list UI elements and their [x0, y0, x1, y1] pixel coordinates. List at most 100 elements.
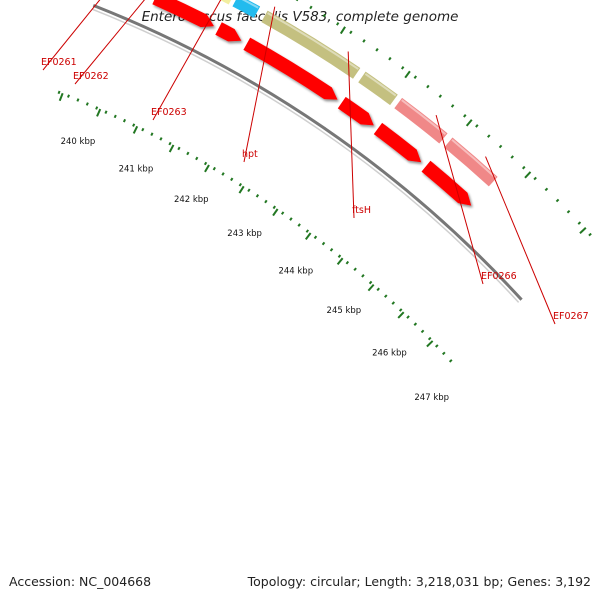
inner-major-tick [168, 144, 175, 153]
genome-title: Enterococcus faecalis V583, complete gen… [141, 9, 459, 25]
inner-tick [150, 132, 154, 136]
outer-tick [362, 39, 366, 43]
inner-tick [353, 267, 357, 272]
ruler-label: 244 kbp [278, 266, 313, 276]
outer-tick [295, 0, 299, 2]
minor-ticks [57, 0, 592, 363]
outer-tick [413, 75, 418, 79]
outer-tick [400, 66, 405, 70]
outer-tick [463, 114, 467, 118]
outer-tick [521, 165, 526, 170]
gene-label-leader [74, 0, 145, 85]
inner-tick [76, 98, 80, 102]
gene-hpt [232, 0, 261, 18]
inner-tick [203, 161, 208, 166]
cds-arrow [215, 22, 242, 42]
inner-tick [406, 315, 410, 319]
inner-tick [186, 151, 190, 156]
inner-tick [238, 182, 242, 187]
gene-label-ef0266: EF0266 [481, 271, 517, 282]
outer-tick [498, 144, 503, 149]
gene-ef0267 [394, 97, 448, 144]
ruler-label: 243 kbp [227, 229, 262, 239]
inner-tick [141, 127, 145, 132]
accession-text: Accession: NC_004668 [9, 574, 152, 589]
outer-tick [322, 13, 326, 18]
outer-tick [375, 47, 379, 52]
inner-tick [195, 156, 199, 161]
inner-tick [289, 217, 293, 221]
inner-tick [57, 90, 61, 95]
inner-tick [384, 294, 388, 298]
gene-layer [219, 0, 498, 187]
inner-tick [313, 235, 318, 240]
inner-tick [221, 172, 225, 176]
inner-tick [168, 141, 172, 146]
inner-tick [264, 199, 268, 204]
inner-tick [305, 229, 310, 233]
inner-tick [337, 254, 342, 259]
inner-major-tick [426, 340, 434, 348]
outer-major-tick [465, 119, 473, 127]
inner-tick [255, 194, 260, 198]
gene-label-ef0263: EF0263 [151, 107, 187, 118]
topology-text: Topology: circular; Length: 3,218,031 bp… [247, 574, 591, 589]
gene-ef0263 [219, 0, 232, 5]
outer-tick [533, 176, 537, 181]
gene-label-leader [42, 0, 101, 71]
inner-tick [329, 248, 334, 252]
outer-tick [544, 187, 549, 192]
gene-labels: EF0261 EF0262 EF0263 hpt ftsH EF0266 EF0267 [41, 0, 589, 325]
outer-tick [426, 84, 430, 89]
inner-tick [361, 274, 365, 278]
gene-label-leader [347, 51, 355, 219]
cds-arrow [421, 160, 472, 206]
inner-tick [272, 205, 276, 210]
inner-tick [420, 329, 425, 334]
inner-tick [427, 336, 432, 341]
ruler: 240 kbp 241 kbp 242 kbp 243 kbp 244 kbp 245 k… [61, 137, 449, 403]
inner-major-tick [367, 283, 375, 292]
inner-tick [95, 106, 99, 110]
gene-ftsh [261, 10, 361, 79]
inner-major-tick [96, 108, 102, 117]
outer-tick [487, 134, 491, 138]
inner-tick [230, 177, 234, 182]
inner-tick [398, 308, 403, 312]
inner-tick [212, 166, 216, 171]
outer-tick [309, 5, 313, 10]
gene-label-ef0267: EF0267 [553, 311, 589, 322]
cds-arrow [243, 37, 338, 100]
gene-label-ftsh: ftsH [352, 205, 371, 216]
outer-tick [510, 155, 514, 159]
cds-arrow [373, 122, 422, 163]
inner-tick [113, 114, 117, 119]
inner-major-tick [397, 311, 405, 319]
inner-tick [132, 123, 136, 127]
ruler-label: 241 kbp [119, 164, 154, 174]
gene-label-ef0262: EF0262 [73, 71, 109, 82]
cds-layer [152, 0, 472, 206]
inner-tick [104, 110, 108, 114]
inner-tick [391, 301, 396, 305]
inner-tick [376, 287, 380, 292]
inner-tick [247, 188, 251, 193]
inner-tick [297, 223, 301, 227]
gene-label-leader [152, 0, 222, 121]
backbone-highlight [91, 8, 520, 303]
cds-arrow [337, 96, 374, 126]
gene-label-hpt: hpt [242, 149, 258, 160]
gene-label-leader [435, 115, 484, 285]
inner-tick [368, 280, 373, 285]
outer-major-tick [579, 227, 587, 234]
outer-tick [438, 94, 443, 98]
inner-tick [345, 260, 350, 265]
outer-tick [555, 198, 560, 203]
inner-major-tick [272, 208, 279, 217]
outer-major-tick [404, 70, 411, 79]
inner-tick [85, 102, 89, 106]
outer-major-tick [524, 171, 532, 179]
outer-tick [588, 232, 592, 237]
inner-tick [321, 241, 326, 246]
outer-major-tick [339, 26, 346, 35]
